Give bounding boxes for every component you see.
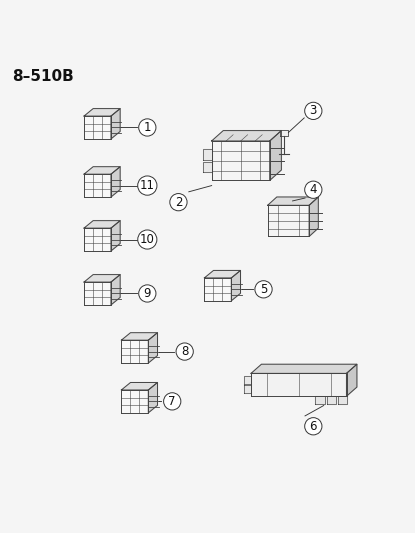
Polygon shape <box>84 221 120 228</box>
Polygon shape <box>84 282 111 305</box>
Polygon shape <box>84 274 120 282</box>
Text: 7: 7 <box>168 395 176 408</box>
Polygon shape <box>205 270 241 278</box>
Polygon shape <box>149 333 158 363</box>
Polygon shape <box>84 228 111 251</box>
Text: 8–510B: 8–510B <box>12 69 74 84</box>
Text: 2: 2 <box>175 196 182 209</box>
Polygon shape <box>111 167 120 197</box>
Polygon shape <box>84 116 111 139</box>
Polygon shape <box>149 383 158 413</box>
Polygon shape <box>251 373 347 396</box>
Text: 5: 5 <box>260 283 267 296</box>
Polygon shape <box>203 149 212 160</box>
Polygon shape <box>121 383 158 390</box>
Polygon shape <box>309 197 318 237</box>
Polygon shape <box>212 141 270 180</box>
Polygon shape <box>244 384 251 393</box>
Text: 11: 11 <box>140 179 155 192</box>
Text: 9: 9 <box>144 287 151 300</box>
Polygon shape <box>232 270 241 301</box>
Polygon shape <box>251 364 357 373</box>
Polygon shape <box>121 333 158 340</box>
Polygon shape <box>244 376 251 385</box>
Polygon shape <box>84 167 120 174</box>
Polygon shape <box>111 221 120 251</box>
Polygon shape <box>280 130 288 136</box>
Text: 10: 10 <box>140 233 155 246</box>
Polygon shape <box>111 274 120 305</box>
Polygon shape <box>84 174 111 197</box>
Polygon shape <box>268 197 318 205</box>
Text: 1: 1 <box>144 121 151 134</box>
Text: 4: 4 <box>310 183 317 196</box>
Polygon shape <box>203 161 212 172</box>
Text: 8: 8 <box>181 345 188 358</box>
Polygon shape <box>121 390 149 413</box>
Polygon shape <box>121 340 149 363</box>
Polygon shape <box>338 396 347 405</box>
Polygon shape <box>270 131 281 180</box>
Polygon shape <box>111 109 120 139</box>
Polygon shape <box>84 109 120 116</box>
Polygon shape <box>268 205 309 237</box>
Text: 3: 3 <box>310 104 317 117</box>
Text: 6: 6 <box>310 420 317 433</box>
Polygon shape <box>212 131 281 141</box>
Polygon shape <box>327 396 336 405</box>
Polygon shape <box>347 364 357 396</box>
Polygon shape <box>205 278 232 301</box>
Polygon shape <box>315 396 325 405</box>
